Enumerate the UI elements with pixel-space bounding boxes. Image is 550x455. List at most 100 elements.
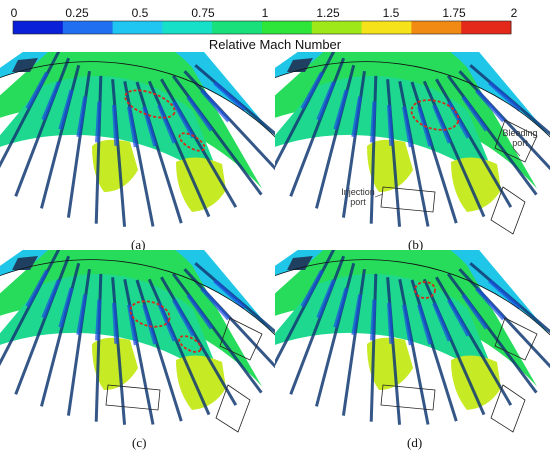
blade xyxy=(171,74,263,196)
mach-region-teal xyxy=(260,273,501,388)
blade xyxy=(398,279,430,425)
low-mach-streak xyxy=(300,269,324,308)
blade xyxy=(183,268,287,379)
injection-port-box xyxy=(105,384,161,411)
blade xyxy=(315,262,356,407)
colorbar-segment xyxy=(411,21,462,34)
blade xyxy=(66,268,91,416)
blade xyxy=(458,70,550,171)
blade xyxy=(94,273,103,422)
blade xyxy=(40,262,81,407)
low-mach-streak xyxy=(387,104,394,146)
blade xyxy=(135,279,183,422)
low-mach-streak xyxy=(25,269,49,308)
blade xyxy=(183,70,287,181)
blade xyxy=(265,49,336,183)
colorbar-tick-1: 1 xyxy=(261,6,269,20)
colorbar-segment xyxy=(361,21,412,34)
panel-label-b: (b) xyxy=(408,237,424,252)
low-mach-streak xyxy=(213,279,247,310)
blade xyxy=(123,279,155,425)
contour-panel-c: (c) xyxy=(0,202,309,450)
low-mach-streak xyxy=(475,89,506,123)
panel-label-d: (d) xyxy=(407,435,423,450)
colorbar-segment xyxy=(262,21,313,34)
colorbar-tick-0-25: 0.25 xyxy=(65,6,89,20)
mach-region-yellow xyxy=(176,355,226,410)
low-mach-streak xyxy=(417,304,433,345)
colorbar-segment xyxy=(212,21,263,34)
blade xyxy=(94,75,103,224)
colorbar-segment xyxy=(112,21,163,34)
low-mach-streak xyxy=(127,106,138,148)
contour-panel-b: Bleeding port Injection port (b) xyxy=(194,4,550,252)
contour-panel-d: (d) xyxy=(194,202,550,450)
mach-region-teal xyxy=(260,75,501,190)
low-mach-streak xyxy=(157,302,177,342)
injection-port-box xyxy=(380,384,436,411)
blade xyxy=(469,64,550,136)
separation-region-marker xyxy=(129,300,171,328)
blade xyxy=(410,81,458,224)
blade xyxy=(147,80,211,218)
low-mach-streak xyxy=(432,104,452,144)
panel-label-a: (a) xyxy=(131,237,146,252)
low-mach-streak xyxy=(316,279,336,319)
blade xyxy=(160,78,238,208)
blade xyxy=(422,278,486,416)
mach-region-teal xyxy=(0,76,226,190)
low-mach-streak xyxy=(316,81,336,121)
separation-region-marker xyxy=(414,281,436,299)
blade xyxy=(265,247,336,381)
colorbar-frame xyxy=(12,20,512,35)
colorbar-tick-2: 2 xyxy=(510,6,518,20)
separation-region-marker xyxy=(410,99,460,131)
low-mach-streak xyxy=(200,287,231,321)
low-mach-streak xyxy=(172,298,196,337)
mach-region-yellow xyxy=(451,355,501,410)
low-mach-streak xyxy=(200,89,231,123)
colorbar-gradient xyxy=(13,21,512,34)
low-mach-streak xyxy=(172,100,196,139)
blade xyxy=(315,64,356,209)
low-mach-streak xyxy=(402,106,413,148)
low-mach-streak xyxy=(300,71,324,110)
low-mach-streak xyxy=(186,95,214,132)
low-mach-streak xyxy=(142,304,158,345)
low-mach-streak xyxy=(351,294,363,336)
separation-region-marker xyxy=(178,132,206,152)
low-mach-streak xyxy=(186,293,214,330)
injection-port-box xyxy=(380,186,436,213)
blade xyxy=(135,81,183,224)
contour-plot-a xyxy=(0,4,309,227)
colorbar-svg xyxy=(12,20,512,35)
low-mach-streak xyxy=(95,101,102,143)
bleeding-port-box xyxy=(494,119,538,163)
colorbar-segment xyxy=(311,21,363,34)
colorbar-tick-1-75: 1.75 xyxy=(442,6,466,20)
low-mach-streak xyxy=(112,302,119,344)
low-mach-streak xyxy=(127,304,138,346)
colorbar-tick-0-75: 0.75 xyxy=(191,6,215,20)
mach-region-yellow xyxy=(367,139,413,192)
low-mach-streak xyxy=(76,294,88,336)
blade xyxy=(123,81,155,227)
low-mach-streak xyxy=(333,287,349,328)
low-mach-streak xyxy=(112,104,119,146)
panel-label-c: (c) xyxy=(132,435,147,450)
blade xyxy=(435,276,513,406)
colorbar-segment xyxy=(62,21,114,34)
blade xyxy=(147,278,211,416)
low-mach-streak xyxy=(58,89,74,130)
outer-boundary xyxy=(0,61,308,175)
blade xyxy=(289,57,346,197)
blade xyxy=(14,255,71,395)
blade xyxy=(435,78,513,208)
blade xyxy=(386,79,402,227)
colorbar-tick-0-5: 0.5 xyxy=(131,6,149,20)
low-mach-streak xyxy=(95,299,102,341)
low-mach-streak xyxy=(41,279,61,319)
low-mach-streak xyxy=(370,299,377,341)
low-mach-streak xyxy=(402,304,413,346)
bleeding-port-box xyxy=(490,384,526,433)
